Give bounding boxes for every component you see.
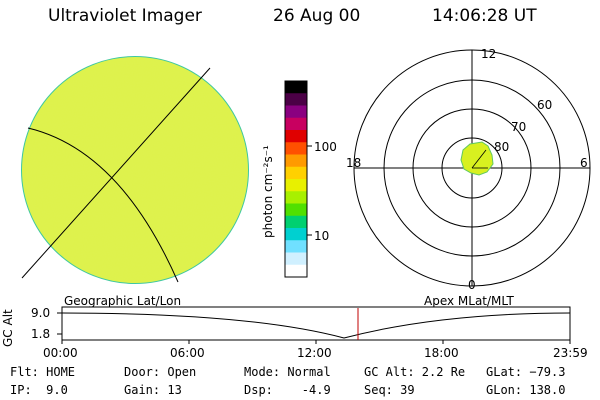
colorbar-strip [285, 240, 307, 254]
colorbar-strip [285, 191, 307, 205]
colorbar-strip [285, 166, 307, 180]
colorbar-tick-label-100: 100 [314, 140, 337, 154]
alt-xtick-label-2359: 23:59 [553, 346, 588, 360]
info-glon: GLon: 138.0 [486, 383, 566, 397]
alt-xtick-label-1800: 18:00 [424, 346, 459, 360]
colorbar-strip [285, 93, 307, 107]
altitude-curve [61, 312, 571, 339]
colorbar-gradient [285, 81, 307, 278]
colorbar-strip [285, 203, 307, 217]
info-mode: Mode: Normal [244, 365, 331, 379]
alt-xtick-label-0000: 00:00 [43, 346, 78, 360]
colorbar-strip [285, 215, 307, 229]
colorbar-tick-label-10: 10 [314, 229, 330, 243]
info-door: Door: Open [124, 365, 197, 379]
colorbar-strip [285, 154, 307, 168]
auroral-oval-patch [460, 141, 494, 176]
colorbar-strip [285, 81, 307, 94]
geographic-grid-label: Geographic Lat/Lon [64, 294, 182, 308]
geographic-latitude-arc [27, 127, 179, 283]
info-ip: IP: 9.0 [10, 383, 68, 397]
alt-xtick-label-0600: 06:00 [170, 346, 205, 360]
alt-ytick-label-1.8: 1.8 [31, 327, 51, 341]
alt-xtick-label-1200: 12:00 [297, 346, 332, 360]
colorbar-strip [285, 142, 307, 156]
image-date: 26 Aug 00 [273, 6, 361, 26]
info-flt: Flt: HOME [10, 365, 76, 379]
colorbar-strip [285, 130, 307, 143]
altitude-plot-frame [61, 306, 571, 341]
colorbar-strip [285, 228, 307, 241]
colorbar-strip [285, 105, 307, 119]
polar-label-lat60: 60 [537, 98, 553, 112]
colorbar-strip [285, 252, 307, 266]
info-seq: Seq: 39 [364, 383, 415, 397]
polar-label-0: 0 [468, 278, 476, 292]
instrument-title: Ultraviolet Imager [48, 6, 202, 26]
alt-ytick-label-9: 9.0 [31, 306, 51, 320]
info-glat: GLat: −79.3 [486, 365, 566, 379]
polar-label-18: 18 [346, 156, 362, 170]
patch-radial-line [471, 149, 487, 169]
info-gain: Gain: 13 [124, 383, 182, 397]
polar-label-12: 12 [481, 47, 497, 61]
geographic-meridian-line [21, 67, 211, 279]
colorbar-strip [285, 264, 307, 278]
info-dsp: Dsp: -4.9 [244, 383, 331, 397]
disk-texture [22, 57, 248, 283]
polar-label-6: 6 [580, 156, 588, 170]
image-time: 14:06:28 UT [432, 6, 537, 26]
colorbar-strip [285, 179, 307, 192]
polar-label-lat80: 80 [494, 140, 510, 154]
colorbar-strip [285, 117, 307, 131]
info-gcalt: GC Alt: 2.2 Re [364, 365, 466, 379]
colorbar-frame [284, 80, 308, 278]
altitude-axis-label: GC Alt [1, 309, 15, 347]
polar-label-lat70: 70 [511, 120, 527, 134]
apex-grid-label: Apex MLat/MLT [424, 294, 514, 308]
